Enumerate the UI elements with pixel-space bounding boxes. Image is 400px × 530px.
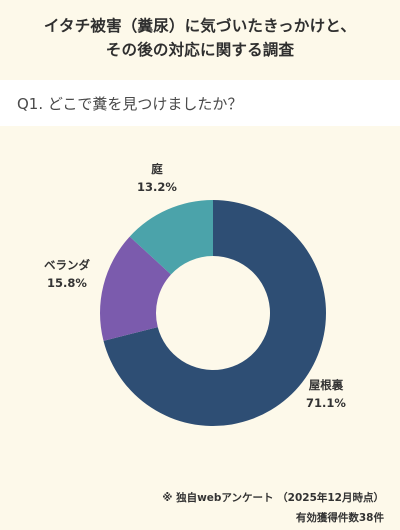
label-attic: 屋根裏 71.1%: [306, 378, 346, 410]
slice-percent-label: 13.2%: [137, 180, 177, 194]
slice-balcony: [100, 236, 171, 341]
slice-percent-label: 71.1%: [306, 396, 346, 410]
slice-attic: [103, 200, 326, 427]
title-block: イタチ被害（糞尿）に気づいたきっかけと、 その後の対応に関する調査: [0, 0, 400, 76]
page-title-line-2: その後の対応に関する調査: [105, 41, 295, 59]
question-bar: Q1. どこで糞を見つけましたか？: [0, 80, 400, 126]
page-title-line-1: イタチ被害（糞尿）に気づいたきっかけと、: [43, 17, 357, 35]
slice-garden: [129, 200, 213, 275]
slice-name-label: 庭: [151, 162, 163, 176]
slice-name-label: ベランダ: [44, 258, 90, 272]
question-text: Q1. どこで糞を見つけましたか？: [17, 94, 243, 113]
survey-footnote: ※ 独自webアンケート （2025年12月時点）: [162, 492, 384, 504]
donut-chart: 屋根裏 71.1% ベランダ 15.8% 庭 13.2%: [44, 162, 346, 427]
slice-name-label: 屋根裏: [309, 378, 344, 392]
label-garden: 庭 13.2%: [137, 162, 177, 194]
label-balcony: ベランダ 15.8%: [44, 258, 90, 290]
sample-size: 有効獲得件数38件: [295, 512, 384, 524]
slice-percent-label: 15.8%: [47, 276, 87, 290]
